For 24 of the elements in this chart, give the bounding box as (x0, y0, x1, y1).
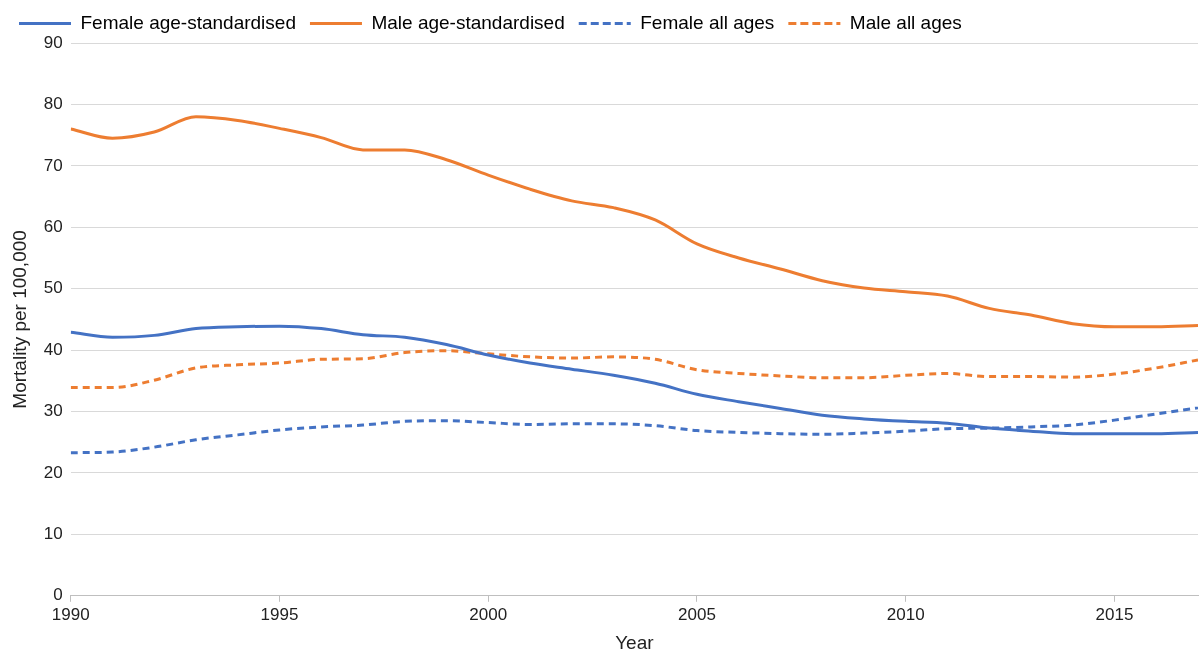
x-axis-title: Year (615, 631, 655, 653)
legend-label: Female all ages (640, 11, 775, 33)
y-tick-label: 40 (43, 339, 63, 359)
y-tick-label: 70 (43, 155, 63, 175)
y-tick-label: 50 (43, 278, 63, 298)
y-tick-label: 30 (43, 401, 63, 421)
y-tick-label: 60 (43, 216, 63, 236)
line-series (70, 115, 1198, 329)
legend-label: Female age-standardised (80, 11, 296, 33)
y-tick-label: 90 (43, 32, 63, 52)
y-tick-label: 0 (53, 585, 63, 605)
x-tick-label: 2000 (469, 604, 508, 624)
x-tick-label: 2005 (678, 604, 716, 624)
y-tick-label: 80 (43, 94, 63, 114)
x-tick-label: 2015 (1095, 604, 1134, 624)
y-tick-label: 20 (43, 462, 63, 482)
x-tick-label: 1995 (260, 604, 299, 624)
y-tick-label: 10 (43, 524, 63, 544)
x-tick-label: 1990 (51, 604, 90, 624)
legend-label: Male all ages (849, 11, 962, 33)
line-series (70, 349, 1198, 390)
legend-label: Male age-standardised (371, 11, 565, 33)
x-tick-label: 2010 (886, 604, 925, 624)
y-axis-title: Mortality per 100,000 (8, 230, 30, 409)
